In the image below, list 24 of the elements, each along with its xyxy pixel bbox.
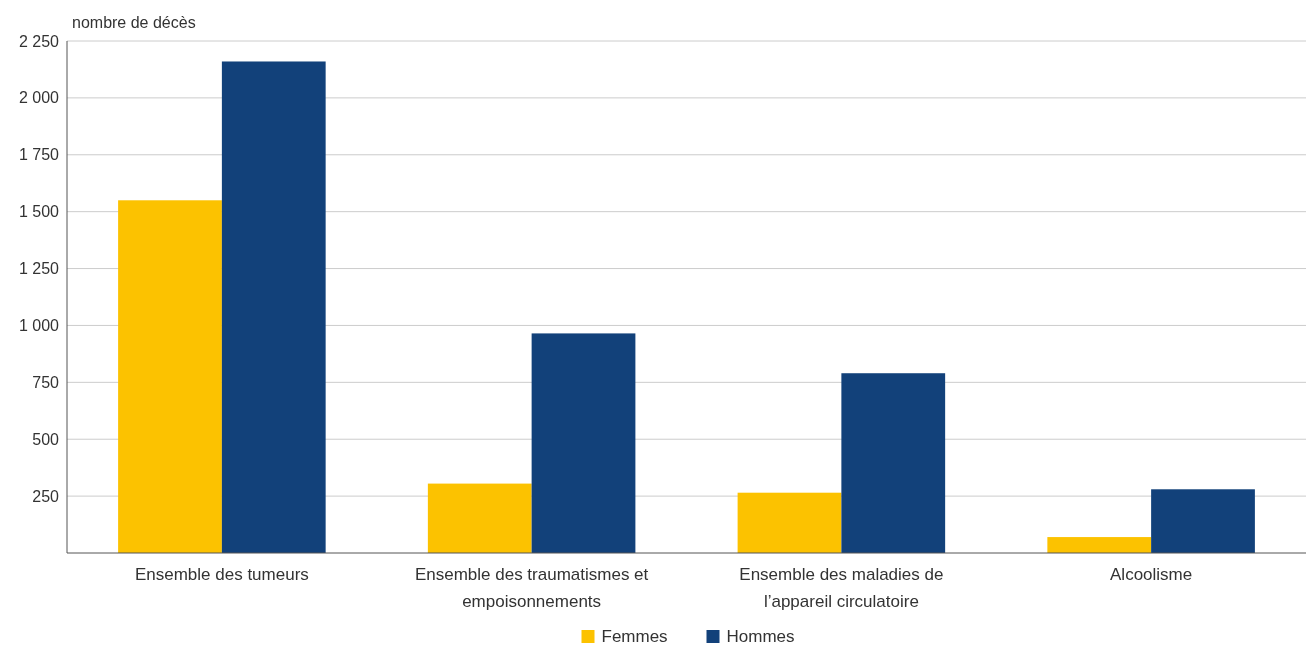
- y-axis-title: nombre de décès: [72, 14, 196, 31]
- bar: [531, 333, 636, 553]
- y-tick-label: 1 000: [18, 317, 60, 335]
- y-tick-label: 250: [32, 487, 60, 505]
- bar: [118, 200, 222, 553]
- bar: [221, 61, 326, 553]
- bar: [1047, 537, 1152, 553]
- legend-label: Femmes: [601, 627, 668, 646]
- y-tick-label: 2 000: [18, 89, 60, 107]
- x-tick-label: Ensemble des traumatismes et empoisonnements: [414, 565, 649, 611]
- y-tick-label: 1 250: [18, 260, 60, 278]
- x-tick-label: Alcoolisme: [1110, 565, 1193, 584]
- y-tick-label: 500: [32, 430, 60, 448]
- bar: [1151, 489, 1255, 553]
- x-tick-label: Ensemble des maladies de l’appareil circulatoire: [739, 565, 944, 611]
- y-tick-label: 1 750: [18, 146, 60, 164]
- bar: [737, 492, 842, 553]
- x-tick-label: Ensemble des tumeurs: [134, 565, 309, 584]
- legend-label: Hommes: [726, 627, 795, 646]
- bar: [427, 483, 532, 553]
- y-tick-label: 2 250: [18, 32, 60, 50]
- y-tick-label: 750: [32, 373, 60, 391]
- y-tick-label: 1 500: [18, 203, 60, 221]
- bar: [841, 373, 946, 553]
